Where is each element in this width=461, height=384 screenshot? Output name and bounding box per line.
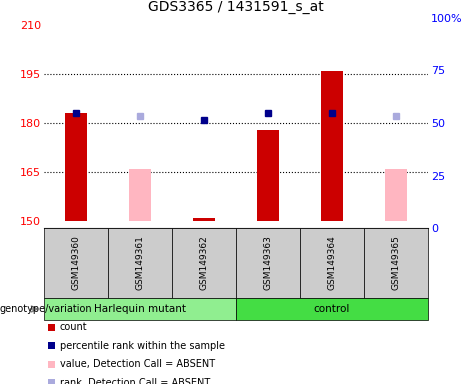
Bar bbox=[65, 113, 87, 222]
Text: GSM149360: GSM149360 bbox=[71, 235, 81, 290]
Text: Harlequin mutant: Harlequin mutant bbox=[94, 304, 186, 314]
Bar bbox=[257, 129, 279, 222]
Bar bbox=[321, 71, 343, 222]
Text: rank, Detection Call = ABSENT: rank, Detection Call = ABSENT bbox=[60, 378, 210, 384]
Text: percentile rank within the sample: percentile rank within the sample bbox=[60, 341, 225, 351]
Bar bbox=[385, 169, 407, 222]
Text: genotype/variation: genotype/variation bbox=[0, 304, 93, 314]
Text: GSM149361: GSM149361 bbox=[136, 235, 144, 290]
Text: value, Detection Call = ABSENT: value, Detection Call = ABSENT bbox=[60, 359, 215, 369]
Text: GSM149362: GSM149362 bbox=[200, 236, 208, 290]
Text: control: control bbox=[314, 304, 350, 314]
Bar bbox=[193, 218, 215, 222]
Text: count: count bbox=[60, 323, 88, 333]
Text: GSM149364: GSM149364 bbox=[327, 236, 337, 290]
Text: GSM149365: GSM149365 bbox=[391, 235, 401, 290]
Bar bbox=[129, 169, 151, 222]
Text: GSM149363: GSM149363 bbox=[264, 235, 272, 290]
Title: GDS3365 / 1431591_s_at: GDS3365 / 1431591_s_at bbox=[148, 0, 324, 14]
